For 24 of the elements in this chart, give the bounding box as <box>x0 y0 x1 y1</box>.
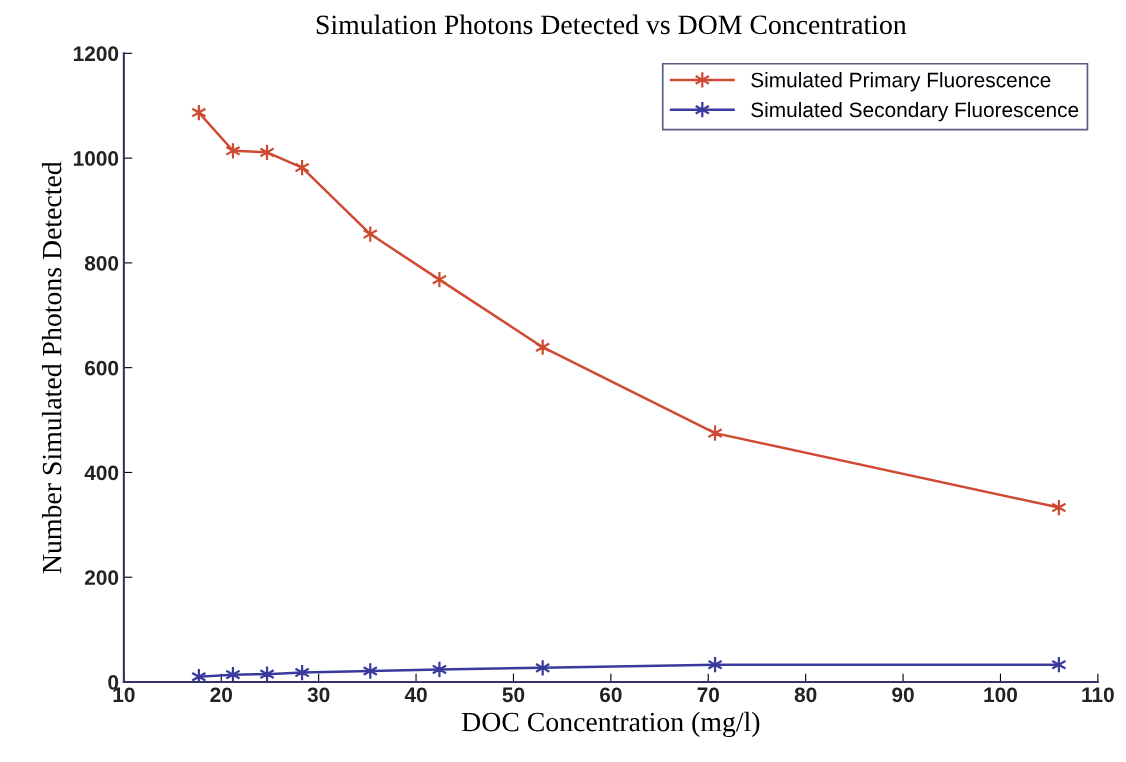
chart-title: Simulation Photons Detected vs DOM Concentration <box>316 14 907 35</box>
point <box>431 270 448 289</box>
x-tick-label: 40 <box>404 687 427 703</box>
point <box>191 668 207 682</box>
x-tick-label: 90 <box>892 687 914 703</box>
x-tick-label: 80 <box>794 687 817 703</box>
x-axis-title: DOC Concentration (mg/l) <box>461 711 760 738</box>
legend-label: Simulated Secondary Fluorescence <box>751 101 1079 122</box>
y-tick-label: 200 <box>84 570 119 585</box>
y-tick-label: 1000 <box>73 151 119 166</box>
x-tick-label: 100 <box>984 687 1017 703</box>
y-axis-title: Number Simulated Photons Detected <box>41 161 62 574</box>
x-tick-label: 110 <box>1082 687 1114 703</box>
x-tick-label: 70 <box>697 687 719 703</box>
x-tick-label: 50 <box>502 687 525 703</box>
x-tick-label: 60 <box>600 687 622 703</box>
y-tick-label: 800 <box>84 255 119 271</box>
y-tick-label: 400 <box>84 465 119 481</box>
legend-label: Simulated Primary Fluorescence <box>751 72 1051 92</box>
x-tick-label: 30 <box>307 687 330 703</box>
y-tick-label: 600 <box>85 360 119 376</box>
point <box>431 660 448 679</box>
x-tick-label: 20 <box>210 687 232 703</box>
y-tick-label: 1200 <box>73 46 119 62</box>
